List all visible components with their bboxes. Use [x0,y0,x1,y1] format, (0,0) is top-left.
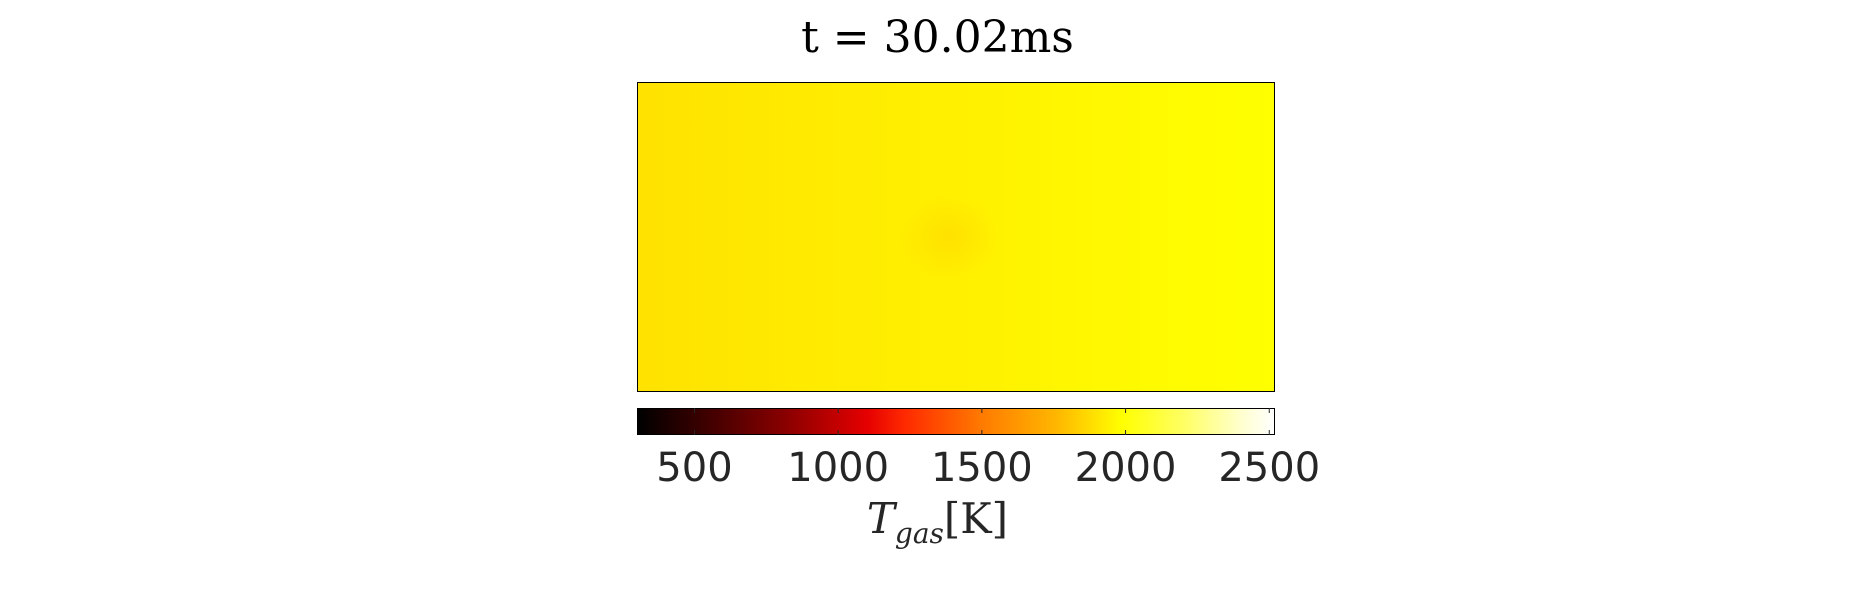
colorbar-tick-label: 500 [656,445,733,491]
colorbar-tick-label: 2500 [1218,445,1321,491]
heatmap-field [637,82,1275,392]
colorbar-label: Tgas[K] [0,498,1875,548]
colorbar-tick-label: 2000 [1074,445,1177,491]
colorbar-tick-label: 1500 [930,445,1033,491]
chart-title: t = 30.02ms [801,12,1074,63]
colorbar-label-symbol: T [866,494,895,543]
colorbar [637,408,1275,435]
colorbar-tick-label: 1000 [787,445,890,491]
colorbar-ticks [693,408,1270,435]
colorbar-label-subscript: gas [894,517,944,550]
colorbar-label-unit: [K] [943,494,1009,543]
